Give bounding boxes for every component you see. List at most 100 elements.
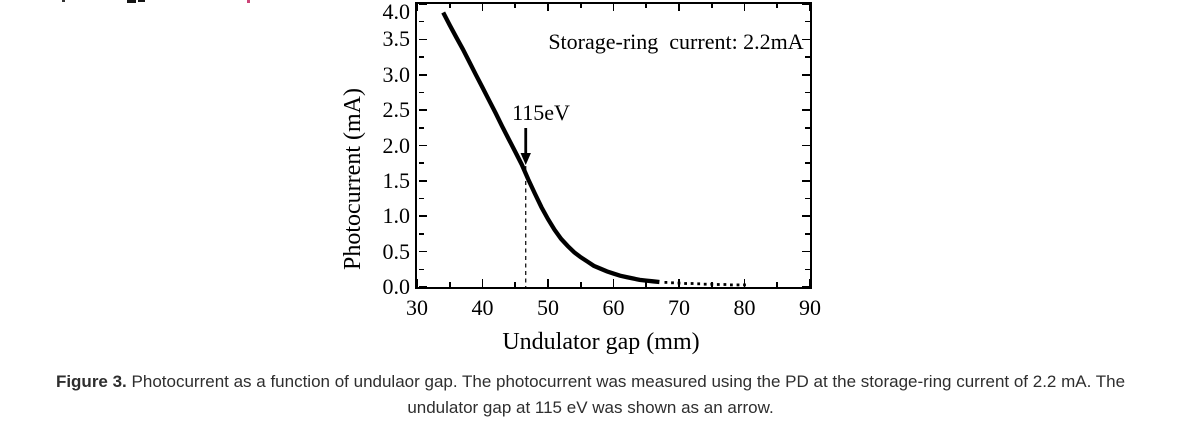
tick-mark bbox=[645, 282, 648, 287]
tick-mark bbox=[514, 282, 517, 287]
tick-mark bbox=[678, 4, 680, 11]
cropped-text-remnant bbox=[247, 0, 250, 3]
tick-mark bbox=[419, 127, 424, 129]
tick-mark bbox=[802, 286, 810, 288]
tick-mark bbox=[481, 4, 484, 11]
x-tick-label: 50 bbox=[537, 295, 559, 320]
tick-mark bbox=[419, 197, 424, 200]
tick-mark bbox=[514, 4, 517, 8]
tick-mark bbox=[448, 4, 451, 8]
photocurrent-curve bbox=[441, 11, 660, 285]
tick-mark bbox=[802, 250, 810, 253]
tick-mark bbox=[419, 144, 427, 147]
figure-number-label: Figure 3. bbox=[55, 372, 127, 391]
tick-mark bbox=[419, 162, 424, 164]
tick-mark bbox=[547, 4, 549, 11]
tick-mark bbox=[419, 286, 427, 288]
tick-mark bbox=[802, 180, 810, 182]
tick-mark bbox=[419, 233, 424, 235]
photocurrent-plot bbox=[441, 11, 746, 287]
tick-mark bbox=[802, 144, 810, 147]
curve-dot bbox=[730, 283, 733, 287]
y-tick-label: 0.5 bbox=[382, 238, 411, 264]
tick-mark bbox=[419, 20, 424, 23]
curve-dot bbox=[716, 283, 720, 286]
storage-ring-current-annotation: Storage-ring current: 2.2mA bbox=[548, 29, 804, 54]
tick-mark bbox=[805, 268, 810, 271]
tick-mark bbox=[419, 250, 427, 253]
curve-dot bbox=[703, 282, 707, 286]
tick-mark bbox=[419, 268, 424, 271]
tick-mark bbox=[805, 127, 810, 129]
tick-mark bbox=[547, 279, 549, 287]
curve-dot bbox=[697, 282, 701, 286]
curve-dot bbox=[677, 281, 681, 285]
energy-115ev-label: 115eV bbox=[512, 100, 570, 125]
tick-mark bbox=[776, 4, 779, 8]
x-tick-label: 40 bbox=[471, 295, 494, 320]
tick-mark bbox=[645, 4, 648, 8]
curve-dot bbox=[723, 283, 727, 286]
curve-dot bbox=[743, 283, 746, 287]
plot-frame bbox=[415, 2, 812, 289]
curve-dot bbox=[671, 281, 674, 285]
tick-mark bbox=[743, 4, 746, 11]
y-tick-label: 3.5 bbox=[382, 26, 411, 52]
tick-mark bbox=[805, 56, 810, 58]
x-tick-label: 30 bbox=[406, 295, 428, 320]
tick-mark bbox=[419, 180, 427, 182]
tick-mark bbox=[419, 109, 427, 111]
x-tick-label: 90 bbox=[799, 295, 821, 320]
tick-mark bbox=[419, 91, 424, 94]
tick-mark bbox=[710, 4, 713, 8]
y-tick-label: 2.5 bbox=[382, 97, 411, 123]
x-axis-title: Undulator gap (mm) bbox=[502, 329, 700, 355]
caption-line-2: undulator gap at 115 eV was shown as an … bbox=[407, 398, 774, 417]
x-tick-label: 70 bbox=[668, 295, 690, 320]
x-tick-label: 80 bbox=[733, 295, 756, 320]
tick-mark bbox=[805, 162, 810, 164]
tick-mark bbox=[805, 20, 810, 23]
cropped-text-remnant bbox=[138, 0, 145, 2]
tick-mark bbox=[612, 279, 615, 287]
tick-mark bbox=[419, 215, 427, 218]
figure-caption: Figure 3. Photocurrent as a function of … bbox=[0, 369, 1181, 421]
tick-mark bbox=[802, 109, 810, 111]
tick-mark bbox=[805, 233, 810, 235]
caption-line-1: Figure 3. Photocurrent as a function of … bbox=[0, 369, 1181, 395]
tick-mark bbox=[805, 91, 810, 94]
tick-mark bbox=[802, 38, 810, 41]
y-tick-label: 1.5 bbox=[382, 167, 411, 193]
tick-mark bbox=[612, 4, 615, 11]
tick-mark bbox=[802, 73, 810, 76]
tick-mark bbox=[809, 4, 811, 11]
tick-mark bbox=[419, 73, 427, 76]
cropped-text-remnant bbox=[127, 0, 136, 3]
tick-mark bbox=[419, 38, 427, 41]
y-tick-label: 0.0 bbox=[382, 274, 411, 299]
curve-dot bbox=[684, 282, 687, 285]
tick-mark bbox=[416, 4, 418, 11]
tick-mark bbox=[448, 282, 451, 287]
tick-mark bbox=[419, 56, 424, 58]
tick-mark bbox=[802, 3, 810, 5]
tick-mark bbox=[481, 279, 484, 287]
tick-mark bbox=[416, 279, 418, 287]
y-tick-label: 3.0 bbox=[382, 61, 411, 87]
tick-mark bbox=[776, 282, 779, 287]
tick-mark bbox=[809, 279, 811, 287]
down-arrow-icon bbox=[520, 153, 531, 165]
tick-mark bbox=[802, 215, 810, 218]
tick-mark bbox=[419, 3, 427, 5]
y-tick-label: 4.0 bbox=[382, 0, 411, 24]
curve-dot bbox=[664, 281, 668, 284]
y-tick-label: 2.0 bbox=[382, 132, 411, 158]
y-tick-label: 1.0 bbox=[382, 203, 411, 229]
curve-dot bbox=[710, 282, 714, 286]
tick-mark bbox=[579, 4, 582, 8]
tick-mark bbox=[743, 279, 746, 287]
x-tick-label: 60 bbox=[602, 295, 625, 320]
cropped-text-remnant bbox=[62, 0, 65, 2]
curve-dot bbox=[690, 282, 694, 285]
